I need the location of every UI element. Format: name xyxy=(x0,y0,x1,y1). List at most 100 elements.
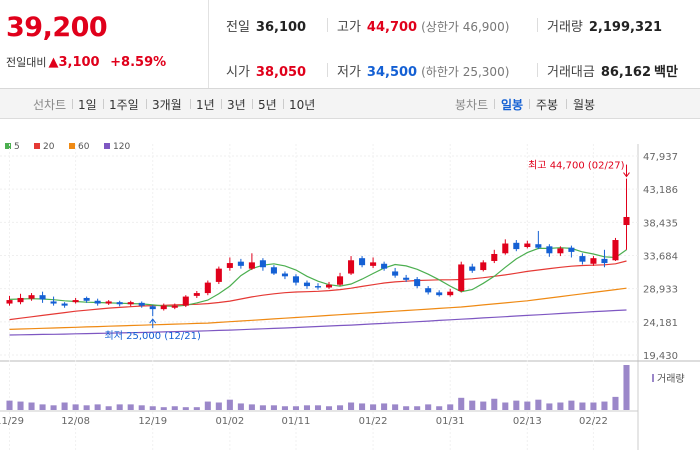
candle-body xyxy=(6,300,13,304)
tab-period-3m[interactable]: 3개월 xyxy=(152,98,182,112)
volume-bar xyxy=(17,401,24,410)
stat-amount: 거래대금 86,162 백만 xyxy=(547,61,678,80)
high-value: 44,700 xyxy=(366,20,418,35)
tab-period-5y[interactable]: 5년 xyxy=(258,98,277,112)
candle-body xyxy=(337,276,344,285)
volume-bar xyxy=(160,407,167,410)
upper-limit: (상한가 46,900) xyxy=(421,20,510,34)
candle-body xyxy=(127,302,134,305)
volume-bar xyxy=(116,404,123,410)
candle-body xyxy=(270,267,277,274)
price-summary: 39,200 전일대비 ▲3,100 +8.59% xyxy=(0,0,209,88)
candle-body xyxy=(348,260,355,274)
volume-bar xyxy=(546,403,553,410)
candle-body xyxy=(392,271,399,276)
volume-bar xyxy=(138,405,145,410)
ma20-line xyxy=(9,260,627,321)
volume-bar xyxy=(568,400,575,410)
volume-bar xyxy=(337,405,344,410)
volume-bar xyxy=(458,397,465,410)
lower-limit: (하한가 25,300) xyxy=(421,65,510,79)
ma5-line xyxy=(9,247,627,307)
volume-bar xyxy=(61,402,68,410)
x-tick-label: 01/11 xyxy=(282,416,311,427)
tab-period-1w[interactable]: 1주일 xyxy=(109,98,139,112)
volume-bar xyxy=(72,404,79,410)
volume-panel: 거래량 xyxy=(6,365,685,410)
volume-bar xyxy=(469,400,476,410)
candle-body xyxy=(94,300,101,304)
x-tick-label: 02/22 xyxy=(579,416,608,427)
candle-body xyxy=(28,295,35,299)
volume-bar xyxy=(182,407,189,410)
quote-stats: 전일 36,100 고가 44,700 (상한가 46,900) 거래량 2,199,3… xyxy=(209,0,700,88)
candle-body xyxy=(612,240,619,261)
change-value: 3,100 xyxy=(58,55,100,70)
candle-chart-label: 봉차트 xyxy=(455,98,489,112)
tab-period-3y[interactable]: 3년 xyxy=(227,98,246,112)
volume-bar xyxy=(414,406,421,410)
tab-candle-daily[interactable]: 일봉 xyxy=(501,98,524,112)
candle-body xyxy=(61,303,68,306)
amount-unit: 백만 xyxy=(654,65,678,80)
candle-body xyxy=(281,273,288,277)
volume-bar xyxy=(237,403,244,410)
candle-body xyxy=(601,258,608,264)
candle-body xyxy=(579,256,586,262)
volume-bar xyxy=(348,402,355,410)
candle-body xyxy=(403,277,410,280)
prev-close-value: 36,100 xyxy=(255,20,307,35)
tab-period-10y[interactable]: 10년 xyxy=(289,98,316,112)
candle-body xyxy=(72,300,79,303)
volume-bar xyxy=(50,405,57,410)
volume-bar xyxy=(359,403,366,410)
change-label: 전일대비 xyxy=(6,56,47,69)
tab-candle-monthly[interactable]: 월봉 xyxy=(573,98,596,112)
y-tick-label: 47,937 xyxy=(643,152,678,163)
volume-bar xyxy=(447,404,454,410)
x-tick-label: 11/29 xyxy=(0,416,24,427)
volume-bar xyxy=(524,401,531,410)
volume-bar xyxy=(425,404,432,410)
volume-bar xyxy=(281,406,288,410)
volume-bar xyxy=(502,402,509,410)
candle-body xyxy=(149,306,156,310)
candle-body xyxy=(259,260,266,268)
candle-body xyxy=(425,288,432,293)
candle-body xyxy=(171,305,178,308)
volume-bar xyxy=(171,406,178,410)
chart-legend: 5 20 60 120 xyxy=(5,142,130,152)
candle-body xyxy=(237,261,244,266)
volume-bar xyxy=(226,399,233,410)
volume-label: 거래량 xyxy=(657,373,685,385)
x-axis: 11/29 12/08 12/19 01/02 01/11 01/22 01/31 02/13… xyxy=(0,410,638,427)
candle-body xyxy=(480,262,487,271)
candle-body xyxy=(83,297,90,301)
volume-bar xyxy=(105,406,112,410)
ma60-line xyxy=(9,287,627,330)
volume-bar xyxy=(381,403,388,410)
volume-bar xyxy=(6,400,13,410)
candle-body xyxy=(436,292,443,296)
volume-bar xyxy=(94,404,101,410)
candle-body xyxy=(182,296,189,306)
legend-label: 120 xyxy=(113,142,130,152)
stat-open: 시가 38,050 xyxy=(226,61,306,80)
moving-average-lines xyxy=(9,247,627,336)
candle-body xyxy=(39,295,46,300)
volume-bar xyxy=(248,404,255,410)
low-annotation: 최저 25,000 (12/21) xyxy=(105,330,201,342)
volume-bar xyxy=(325,406,333,410)
volume-bar xyxy=(535,399,542,410)
y-tick-label: 24,181 xyxy=(643,318,678,329)
candle-body xyxy=(17,297,24,303)
volume-value: 2,199,321 xyxy=(588,20,663,35)
tab-period-1y[interactable]: 1년 xyxy=(196,98,215,112)
volume-bar xyxy=(292,406,299,410)
candle-body xyxy=(502,243,509,254)
stock-candlestick-chart[interactable]: 5 20 60 120 47,937 43,186 38,435 33,684 28,933 2… xyxy=(0,120,700,450)
tab-candle-weekly[interactable]: 주봉 xyxy=(536,98,559,112)
tab-period-1d[interactable]: 1일 xyxy=(78,98,97,112)
volume-bar xyxy=(612,396,619,410)
x-tick-label: 01/22 xyxy=(359,416,388,427)
